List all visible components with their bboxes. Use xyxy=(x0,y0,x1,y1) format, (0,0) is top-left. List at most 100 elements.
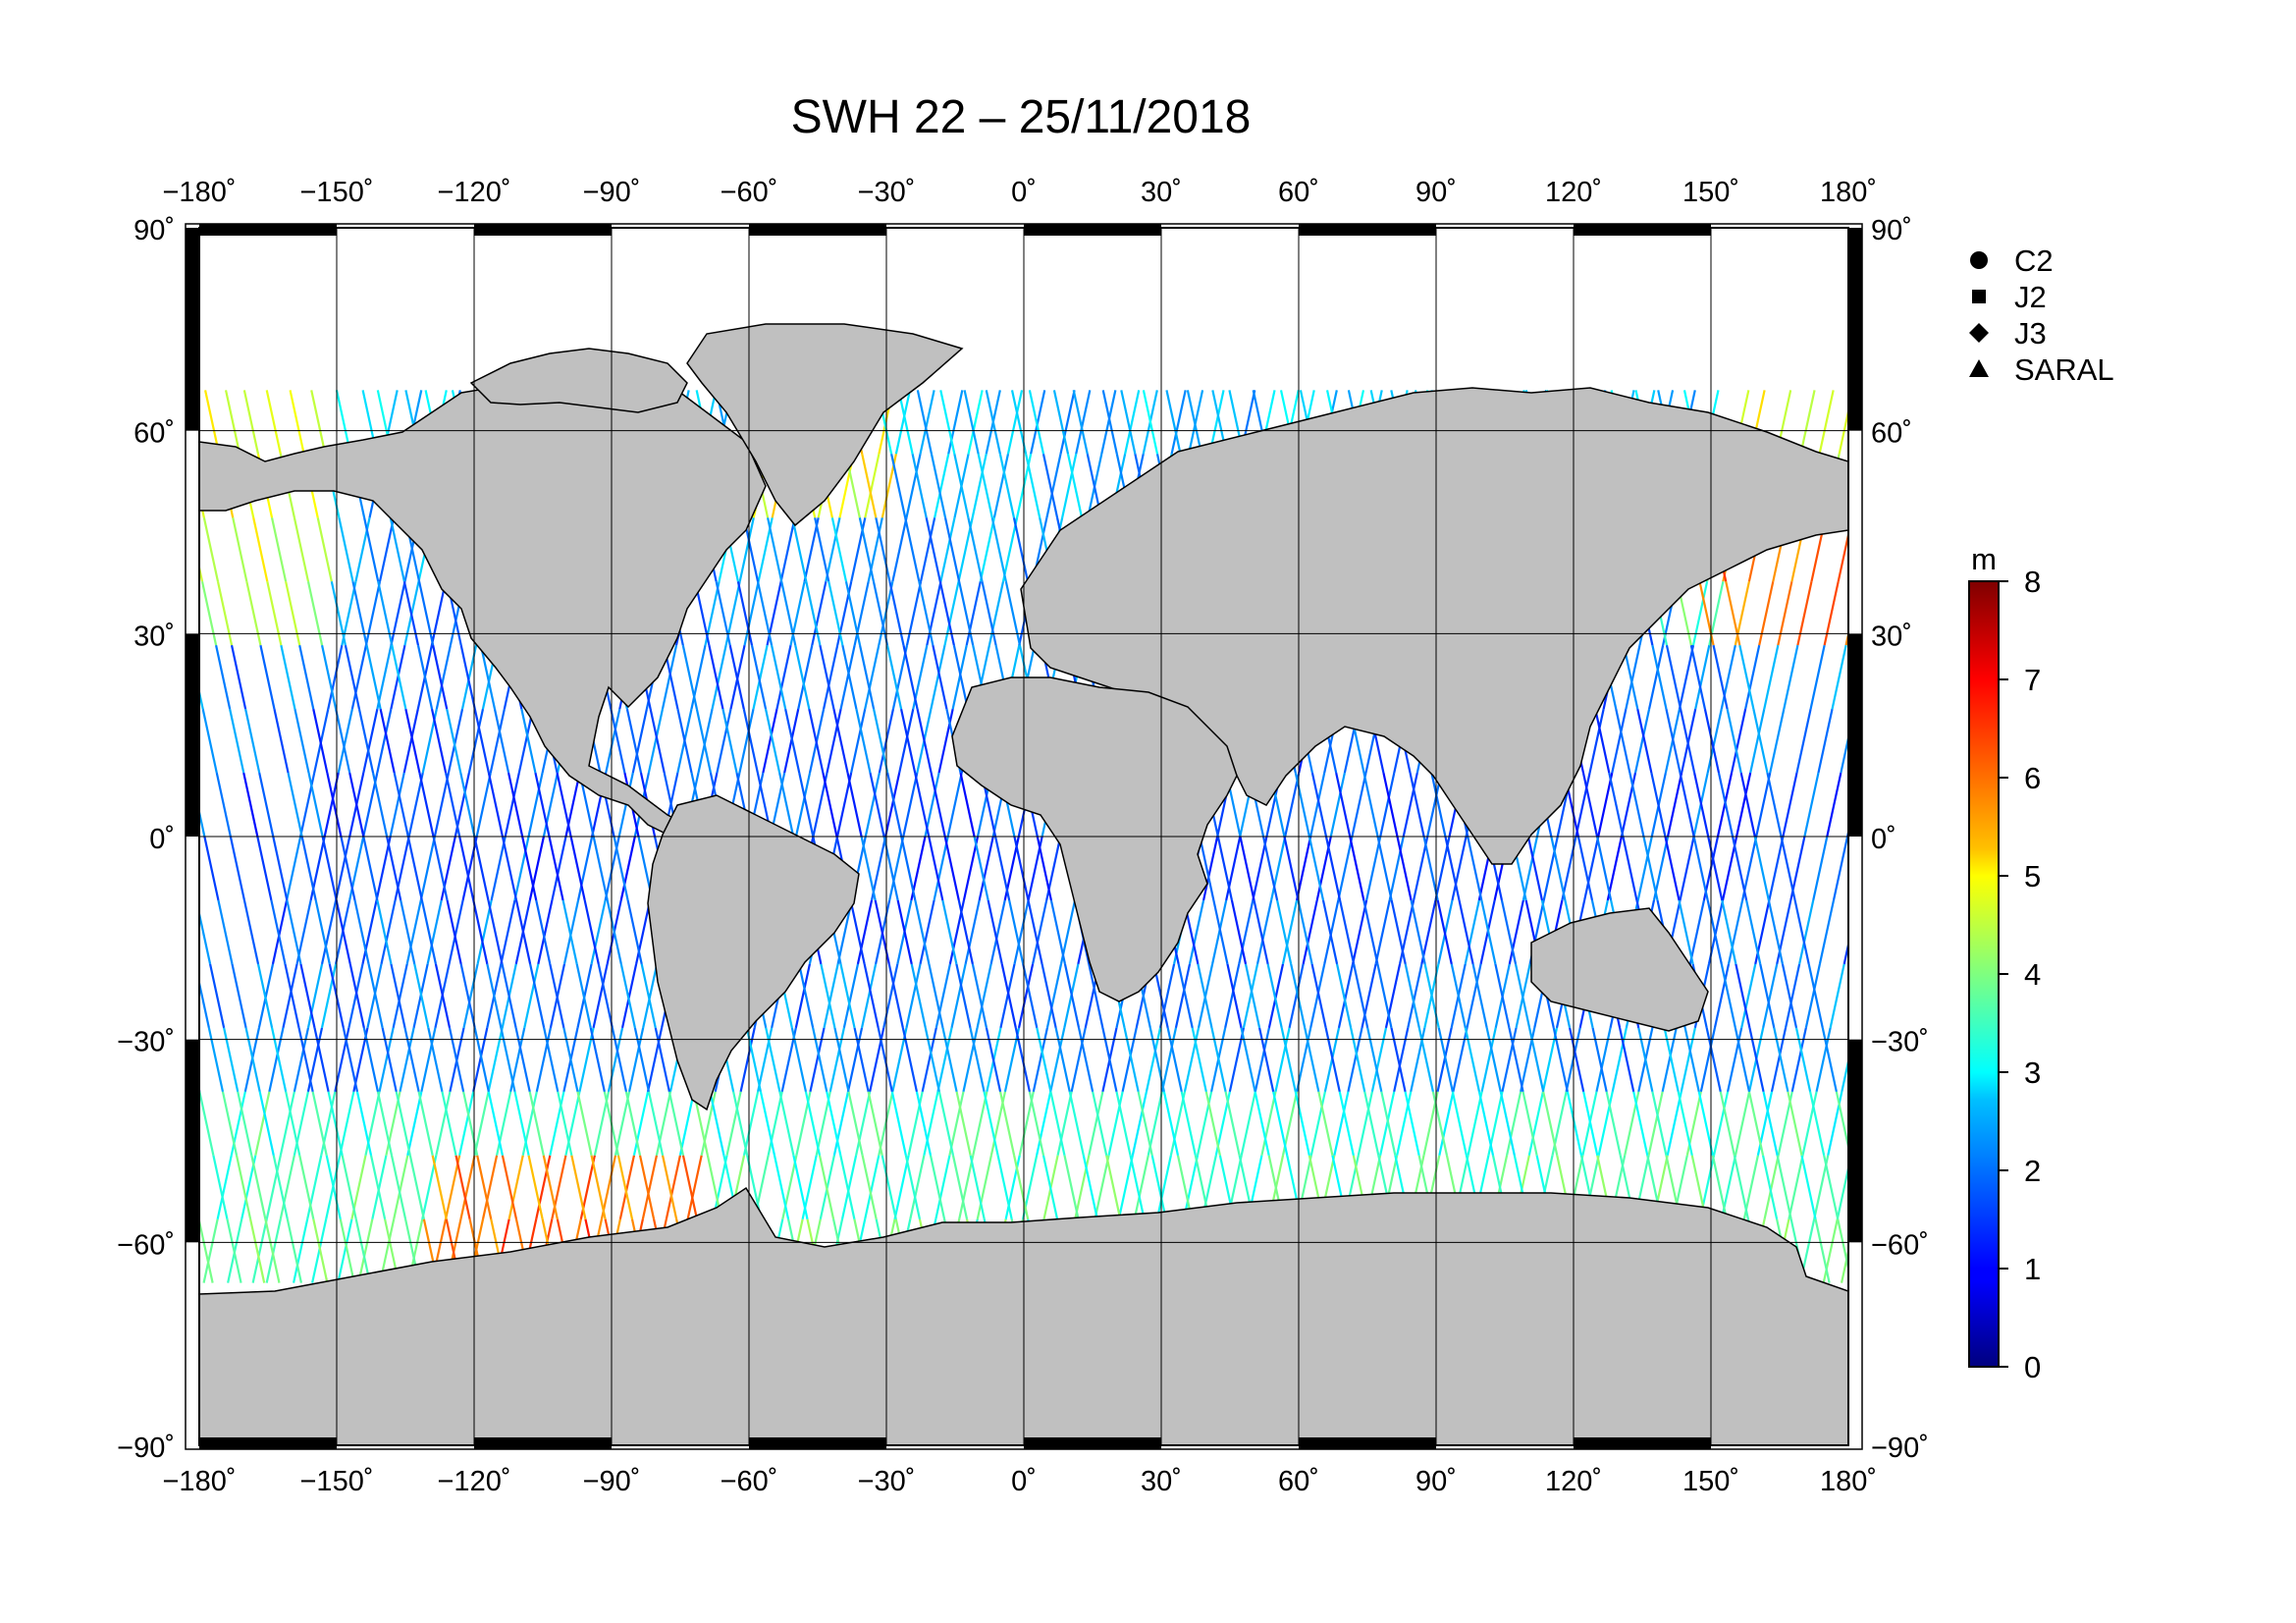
track-segment xyxy=(1874,454,1888,517)
track-segment xyxy=(825,517,841,582)
track-segment xyxy=(819,644,835,710)
lon-tick-label: 30˚ xyxy=(1141,1466,1182,1497)
track-segment xyxy=(969,1155,986,1219)
track-segment xyxy=(1735,772,1752,838)
track-segment xyxy=(1351,772,1367,838)
track-segment xyxy=(108,390,122,454)
track-segment xyxy=(1930,900,1944,964)
track-segment xyxy=(363,517,380,582)
track-segment xyxy=(1174,963,1192,1029)
track-segment xyxy=(1379,1091,1396,1156)
track-segment xyxy=(1999,581,2012,645)
track-segment xyxy=(1798,899,1815,965)
track-segment xyxy=(459,1155,476,1219)
track-segment xyxy=(1260,1091,1277,1156)
track-segment xyxy=(811,580,828,646)
track-segment xyxy=(1477,1091,1495,1156)
track-segment xyxy=(983,1091,999,1156)
track-segment xyxy=(282,963,298,1029)
lon-tick-label: −30˚ xyxy=(858,177,916,208)
track-segment xyxy=(1752,708,1769,774)
track-segment xyxy=(135,517,149,581)
track-segment xyxy=(1390,899,1407,965)
track-segment xyxy=(950,963,967,1029)
track-segment xyxy=(1861,709,1875,773)
track-segment xyxy=(1826,772,1842,838)
track-segment xyxy=(1815,1027,1832,1093)
track-segment xyxy=(1366,1027,1383,1093)
lon-tick-label: −90˚ xyxy=(583,1466,641,1497)
track-segment xyxy=(1576,836,1594,901)
track-segment xyxy=(564,1091,581,1156)
border-bar-bottom xyxy=(749,1437,886,1449)
track-segment xyxy=(1297,899,1313,965)
track-segment xyxy=(1049,1091,1066,1156)
lon-tick-label: 90˚ xyxy=(1415,1466,1457,1497)
track-segment xyxy=(1605,1091,1622,1156)
track-segment xyxy=(462,1091,479,1156)
track-segment xyxy=(2040,390,2054,454)
track-segment xyxy=(1013,836,1030,901)
track-segment xyxy=(1070,1027,1087,1093)
track-segment xyxy=(259,644,276,710)
track-segment xyxy=(435,1091,452,1156)
track-segment xyxy=(1508,899,1524,965)
track-segment xyxy=(773,1155,790,1219)
track-segment xyxy=(697,708,714,774)
track-segment xyxy=(1777,580,1793,646)
track-segment xyxy=(1180,1091,1197,1156)
track-segment xyxy=(1444,836,1461,901)
track-segment xyxy=(293,1218,309,1283)
track-segment xyxy=(202,517,220,582)
track-segment xyxy=(1337,963,1355,1029)
track-segment xyxy=(963,390,980,455)
track-segment xyxy=(1952,709,1966,773)
track-segment xyxy=(232,517,248,582)
track-segment xyxy=(496,1091,512,1156)
track-segment xyxy=(1814,1218,1831,1283)
track-segment xyxy=(208,963,226,1029)
track-segment xyxy=(965,580,982,646)
track-segment xyxy=(376,899,393,965)
lat-tick-label: 60˚ xyxy=(1871,418,1912,450)
track-segment xyxy=(1390,1027,1407,1093)
track-segment xyxy=(750,644,768,710)
track-segment xyxy=(1212,899,1229,965)
track-segment xyxy=(875,517,891,582)
track-segment xyxy=(1283,836,1300,901)
track-segment xyxy=(367,963,384,1029)
track-segment xyxy=(279,1155,295,1219)
track-segment xyxy=(126,645,139,709)
track-segment xyxy=(1822,1218,1839,1283)
track-segment xyxy=(764,708,781,774)
track-segment xyxy=(1688,899,1705,965)
track-segment xyxy=(1927,517,1941,581)
track-segment xyxy=(1818,390,1835,455)
track-segment xyxy=(1165,390,1182,455)
track-segment xyxy=(1092,1091,1108,1156)
track-segment xyxy=(1252,836,1268,901)
track-segment xyxy=(426,899,443,965)
track-segment xyxy=(203,836,220,901)
track-segment xyxy=(592,963,609,1029)
track-segment xyxy=(849,899,866,965)
track-segment xyxy=(605,708,621,774)
lon-tick-label: 0˚ xyxy=(1011,1466,1037,1497)
track-segment xyxy=(759,1091,776,1156)
lat-tick-label: 60˚ xyxy=(133,418,175,450)
track-segment xyxy=(376,708,393,774)
track-segment xyxy=(1362,899,1379,965)
track-segment xyxy=(1338,899,1356,965)
track-segment xyxy=(1699,1027,1717,1093)
track-segment xyxy=(416,644,434,710)
axis-tick-labels: −180˚ −180˚ −150˚ −150˚ −120˚ −120˚ −90˚ −90˚ −6… xyxy=(117,177,1929,1497)
track-segment xyxy=(1896,964,1910,1028)
track-segment xyxy=(1216,836,1234,901)
track-segment xyxy=(1032,899,1048,965)
track-segment xyxy=(987,899,1003,965)
track-segment xyxy=(988,580,1005,646)
track-segment xyxy=(1763,644,1780,710)
track-segment xyxy=(207,1027,225,1093)
track-segment xyxy=(391,644,407,710)
